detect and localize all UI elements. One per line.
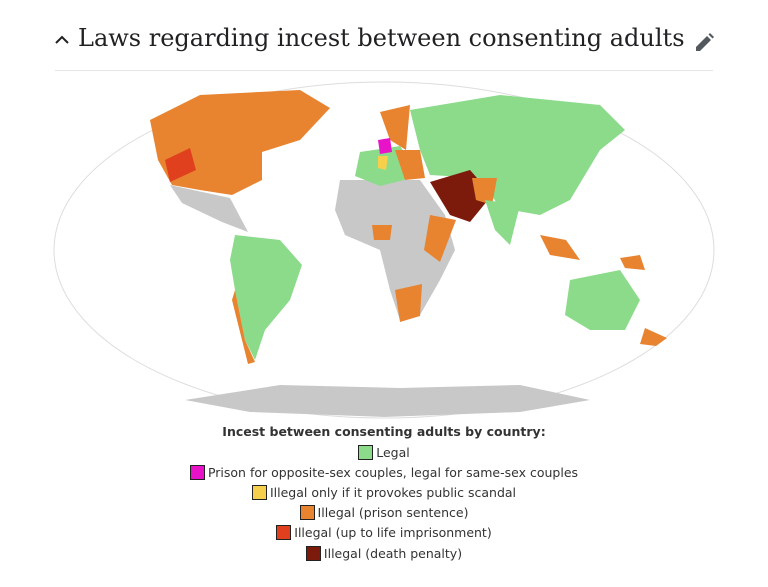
region (380, 105, 410, 150)
region (620, 255, 645, 270)
region (232, 290, 255, 364)
legend-swatch (189, 464, 205, 480)
legend-item: Illegal (prison sentence) (299, 503, 469, 523)
legend-label: Illegal (up to life imprisonment) (294, 525, 492, 541)
legend-item: Legal (358, 442, 410, 462)
legend-swatch (251, 484, 267, 500)
region (640, 328, 667, 346)
world-map (53, 81, 715, 419)
legend-label: Prison for opposite-sex couples, legal f… (207, 464, 579, 480)
region (378, 138, 392, 154)
region (410, 95, 625, 215)
legend-label: Legal (376, 444, 410, 460)
region (565, 270, 640, 330)
region (378, 156, 388, 170)
legend-item: Prison for opposite-sex couples, legal f… (189, 462, 579, 482)
region (185, 385, 590, 417)
region (165, 148, 196, 182)
legend: Incest between consenting adults by coun… (0, 424, 768, 563)
region (335, 180, 455, 320)
region (230, 235, 302, 360)
edit-icon[interactable] (693, 32, 715, 54)
legend-swatch (358, 444, 374, 460)
legend-item: Illegal (death penalty) (305, 543, 463, 563)
region (424, 215, 456, 262)
section-title: Laws regarding incest between consenting… (78, 24, 685, 52)
region (472, 178, 497, 205)
region (170, 185, 248, 232)
legend-label: Illegal (prison sentence) (317, 505, 469, 521)
legend-label: Illegal only if it provokes public scand… (269, 484, 517, 500)
legend-swatch (299, 505, 315, 521)
region (372, 225, 392, 240)
divider (55, 70, 713, 71)
legend-swatch (276, 525, 292, 541)
legend-item: Illegal (up to life imprisonment) (276, 523, 492, 543)
legend-title: Incest between consenting adults by coun… (222, 424, 546, 439)
region (485, 200, 520, 245)
collapse-icon[interactable] (52, 30, 72, 50)
region (395, 284, 422, 322)
legend-item: Illegal only if it provokes public scand… (251, 482, 517, 502)
legend-swatch (305, 545, 321, 561)
legend-label: Illegal (death penalty) (323, 545, 463, 561)
region (395, 150, 425, 180)
region (540, 235, 580, 260)
